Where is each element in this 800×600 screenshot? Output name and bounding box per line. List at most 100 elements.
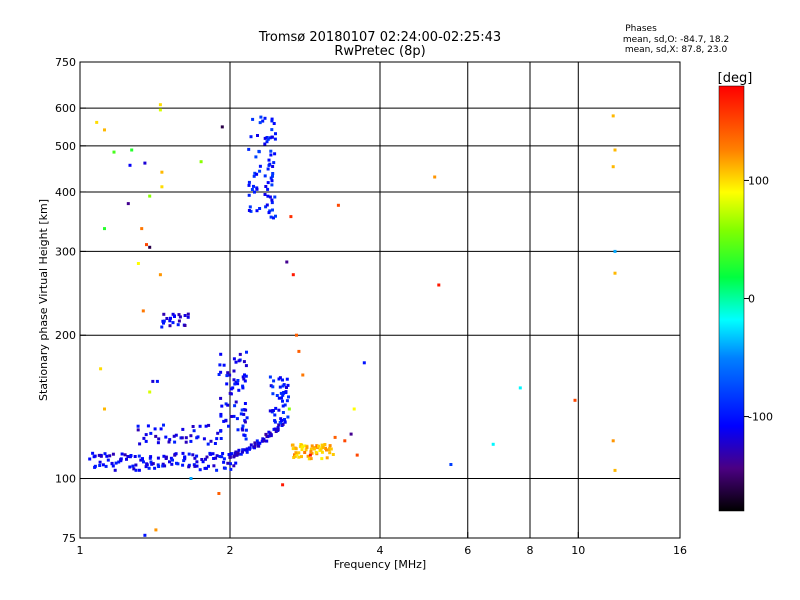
data-point [271, 172, 275, 175]
data-point [93, 464, 97, 468]
data-point [258, 121, 262, 125]
data-point [234, 360, 238, 364]
data-point [273, 195, 277, 199]
data-point [329, 447, 333, 451]
data-point [271, 392, 275, 396]
data-point [291, 273, 295, 277]
data-point [333, 435, 337, 439]
data-point [156, 456, 160, 460]
data-point [245, 416, 249, 420]
data-point [320, 450, 324, 454]
data-point [154, 434, 158, 438]
data-point [285, 399, 289, 403]
data-point [223, 466, 227, 470]
data-point [310, 451, 314, 455]
data-point [148, 390, 152, 394]
y-tick-label: 750 [55, 56, 76, 69]
data-point [297, 349, 301, 353]
data-point [273, 413, 277, 417]
data-point [336, 203, 340, 207]
data-point [270, 135, 274, 139]
data-point [169, 316, 172, 320]
data-point [279, 391, 283, 395]
data-point [267, 430, 271, 434]
data-point [255, 187, 259, 191]
data-point [437, 283, 441, 287]
data-point [205, 455, 209, 459]
data-point [226, 403, 230, 407]
data-point [309, 457, 313, 461]
data-point [252, 184, 255, 188]
data-point [263, 174, 267, 178]
data-point [268, 136, 272, 140]
data-point [244, 437, 248, 441]
data-point [224, 402, 228, 406]
data-point [282, 391, 286, 395]
data-point [249, 209, 253, 213]
data-point [234, 400, 238, 404]
y-tick-label: 300 [55, 245, 76, 258]
x-tick-label: 16 [673, 544, 687, 557]
data-point [258, 169, 262, 173]
data-point [183, 324, 187, 327]
data-point [156, 463, 160, 467]
data-point [247, 209, 251, 212]
data-point [237, 359, 241, 363]
data-point [163, 464, 167, 468]
data-point [212, 464, 216, 468]
data-point [134, 468, 138, 472]
data-point [269, 149, 273, 153]
data-point [184, 436, 188, 440]
data-point [274, 406, 278, 410]
data-point [220, 455, 224, 459]
data-point [281, 411, 285, 414]
data-point [242, 377, 246, 381]
data-point [255, 209, 259, 213]
y-tick-label: 600 [55, 102, 76, 115]
data-point [193, 456, 197, 460]
data-point [449, 463, 453, 466]
data-point [189, 439, 193, 443]
data-point [141, 457, 144, 461]
data-point [183, 314, 187, 317]
data-point [191, 453, 195, 457]
data-point [286, 415, 290, 419]
data-point [328, 444, 332, 448]
data-point [613, 468, 617, 472]
data-point [254, 155, 258, 159]
data-point [236, 379, 240, 382]
data-point [264, 432, 268, 436]
data-point [232, 455, 236, 459]
data-point [150, 462, 154, 466]
data-point [229, 415, 233, 418]
data-point [136, 428, 140, 432]
data-point [285, 386, 288, 389]
data-point [195, 454, 199, 458]
data-point [269, 153, 273, 157]
data-point [272, 216, 275, 220]
data-point [613, 271, 617, 275]
data-point [189, 434, 193, 438]
data-point [270, 183, 274, 187]
data-point [240, 408, 244, 412]
data-point [253, 171, 257, 175]
data-point [119, 459, 123, 463]
data-point [169, 456, 173, 460]
data-point [103, 452, 107, 456]
data-point [178, 315, 182, 319]
data-point [205, 466, 208, 470]
data-point [123, 453, 127, 457]
data-point [269, 215, 273, 219]
data-point [300, 455, 303, 459]
data-point [220, 125, 224, 129]
data-point [237, 388, 241, 392]
data-point [265, 140, 269, 144]
data-point [270, 119, 274, 123]
data-point [139, 458, 143, 462]
data-point [128, 163, 132, 167]
data-point [256, 134, 259, 137]
data-point [140, 227, 144, 231]
data-point [253, 441, 257, 445]
data-point [148, 245, 152, 249]
data-point [247, 147, 251, 151]
